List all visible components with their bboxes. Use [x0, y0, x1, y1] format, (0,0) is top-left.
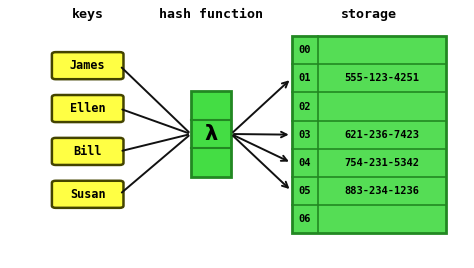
- Text: 754-231-5342: 754-231-5342: [344, 158, 419, 168]
- FancyBboxPatch shape: [52, 95, 123, 122]
- Text: hash function: hash function: [159, 8, 263, 21]
- Text: 00: 00: [298, 45, 311, 55]
- Text: 04: 04: [298, 158, 311, 168]
- Text: 05: 05: [298, 186, 311, 196]
- Text: Ellen: Ellen: [70, 102, 106, 115]
- Text: λ: λ: [204, 124, 218, 144]
- FancyBboxPatch shape: [52, 138, 123, 165]
- Text: keys: keys: [72, 8, 104, 21]
- Text: James: James: [70, 59, 106, 72]
- Bar: [191, 91, 231, 177]
- Text: 621-236-7423: 621-236-7423: [344, 130, 419, 140]
- Text: Susan: Susan: [70, 188, 106, 201]
- Bar: [292, 36, 446, 233]
- Text: 555-123-4251: 555-123-4251: [344, 73, 419, 83]
- Text: Bill: Bill: [73, 145, 102, 158]
- Text: 883-234-1236: 883-234-1236: [344, 186, 419, 196]
- FancyBboxPatch shape: [52, 181, 123, 208]
- FancyBboxPatch shape: [52, 52, 123, 79]
- Text: 06: 06: [298, 214, 311, 224]
- Text: 03: 03: [298, 130, 311, 140]
- Text: storage: storage: [340, 8, 397, 21]
- Text: 01: 01: [298, 73, 311, 83]
- Text: 02: 02: [298, 102, 311, 111]
